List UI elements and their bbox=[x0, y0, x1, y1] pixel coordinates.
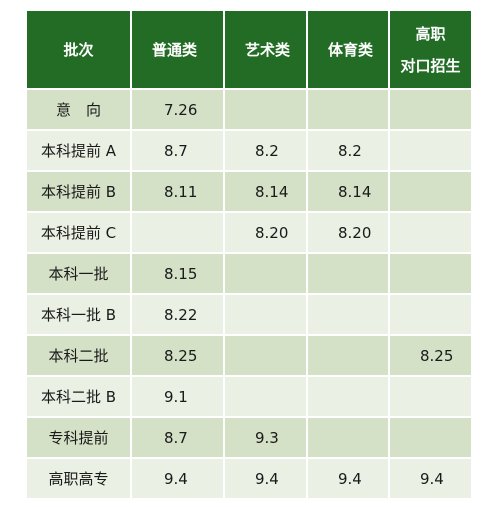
art-date-cell: 8.20 bbox=[224, 212, 308, 254]
batch-cell: 高职高专 bbox=[27, 458, 132, 500]
vocational-date-cell: 8.25 bbox=[389, 335, 471, 377]
general-date-cell: 8.25 bbox=[131, 335, 225, 377]
vocational-date-cell bbox=[389, 212, 471, 254]
table-row: 本科提前 A 8.7 8.2 8.2 bbox=[27, 130, 471, 172]
vocational-date-cell bbox=[389, 376, 471, 418]
vocational-date-cell bbox=[389, 417, 471, 459]
sports-date-cell bbox=[307, 335, 390, 377]
sports-date-cell: 8.20 bbox=[307, 212, 390, 254]
table-row: 专科提前 8.7 9.3 bbox=[27, 417, 471, 459]
header-vocational-line1: 高职 bbox=[415, 24, 446, 43]
batch-cell: 本科提前 A bbox=[27, 130, 132, 172]
table-body: 意 向 7.26 本科提前 A 8.7 8.2 8.2 本科提前 B 8.11 8.14 8.14… bbox=[27, 89, 471, 500]
vocational-date-cell bbox=[389, 171, 471, 213]
batch-cell: 意 向 bbox=[27, 89, 132, 131]
table-row: 本科一批 B 8.22 bbox=[27, 294, 471, 336]
general-date-cell: 8.22 bbox=[131, 294, 225, 336]
header-vocational-line2: 对口招生 bbox=[400, 56, 461, 75]
table-row: 本科提前 B 8.11 8.14 8.14 bbox=[27, 171, 471, 213]
sports-date-cell: 9.4 bbox=[307, 458, 390, 500]
art-date-cell: 9.4 bbox=[224, 458, 308, 500]
general-date-cell: 8.7 bbox=[131, 130, 225, 172]
batch-cell: 本科二批 bbox=[27, 335, 132, 377]
sports-date-cell bbox=[307, 89, 390, 131]
table-header-row: 批次 普通类 艺术类 体育类 高职 对口招生 bbox=[27, 11, 471, 90]
header-batch: 批次 bbox=[27, 11, 132, 90]
art-date-cell: 8.2 bbox=[224, 130, 308, 172]
sports-date-cell bbox=[307, 376, 390, 418]
art-date-cell bbox=[224, 376, 308, 418]
header-sports: 体育类 bbox=[307, 11, 390, 90]
general-date-cell: 8.15 bbox=[131, 253, 225, 295]
art-date-cell: 8.14 bbox=[224, 171, 308, 213]
batch-cell: 本科一批 B bbox=[27, 294, 132, 336]
art-date-cell bbox=[224, 253, 308, 295]
table-row: 意 向 7.26 bbox=[27, 89, 471, 131]
art-date-cell bbox=[224, 89, 308, 131]
table-row: 本科一批 8.15 bbox=[27, 253, 471, 295]
general-date-cell: 9.1 bbox=[131, 376, 225, 418]
art-date-cell bbox=[224, 335, 308, 377]
general-date-cell: 8.11 bbox=[131, 171, 225, 213]
table-row: 本科提前 C 8.20 8.20 bbox=[27, 212, 471, 254]
sports-date-cell: 8.14 bbox=[307, 171, 390, 213]
general-date-cell: 7.26 bbox=[131, 89, 225, 131]
table-row: 本科二批 8.25 8.25 bbox=[27, 335, 471, 377]
vocational-date-cell bbox=[389, 89, 471, 131]
admission-schedule-table: 批次 普通类 艺术类 体育类 高职 对口招生 意 向 7.26 本科提前 A 8.7 8… bbox=[27, 11, 471, 500]
header-general: 普通类 bbox=[131, 11, 225, 90]
vocational-date-cell bbox=[389, 253, 471, 295]
general-date-cell bbox=[131, 212, 225, 254]
header-art: 艺术类 bbox=[224, 11, 308, 90]
sports-date-cell bbox=[307, 253, 390, 295]
sports-date-cell: 8.2 bbox=[307, 130, 390, 172]
table-row: 本科二批 B 9.1 bbox=[27, 376, 471, 418]
general-date-cell: 8.7 bbox=[131, 417, 225, 459]
vocational-date-cell bbox=[389, 294, 471, 336]
batch-cell: 本科提前 C bbox=[27, 212, 132, 254]
table-row: 高职高专 9.4 9.4 9.4 9.4 bbox=[27, 458, 471, 500]
batch-cell: 专科提前 bbox=[27, 417, 132, 459]
sports-date-cell bbox=[307, 417, 390, 459]
header-vocational: 高职 对口招生 bbox=[389, 11, 471, 90]
general-date-cell: 9.4 bbox=[131, 458, 225, 500]
batch-cell: 本科一批 bbox=[27, 253, 132, 295]
art-date-cell: 9.3 bbox=[224, 417, 308, 459]
vocational-date-cell: 9.4 bbox=[389, 458, 471, 500]
sports-date-cell bbox=[307, 294, 390, 336]
vocational-date-cell bbox=[389, 130, 471, 172]
batch-cell: 本科提前 B bbox=[27, 171, 132, 213]
batch-cell: 本科二批 B bbox=[27, 376, 132, 418]
art-date-cell bbox=[224, 294, 308, 336]
